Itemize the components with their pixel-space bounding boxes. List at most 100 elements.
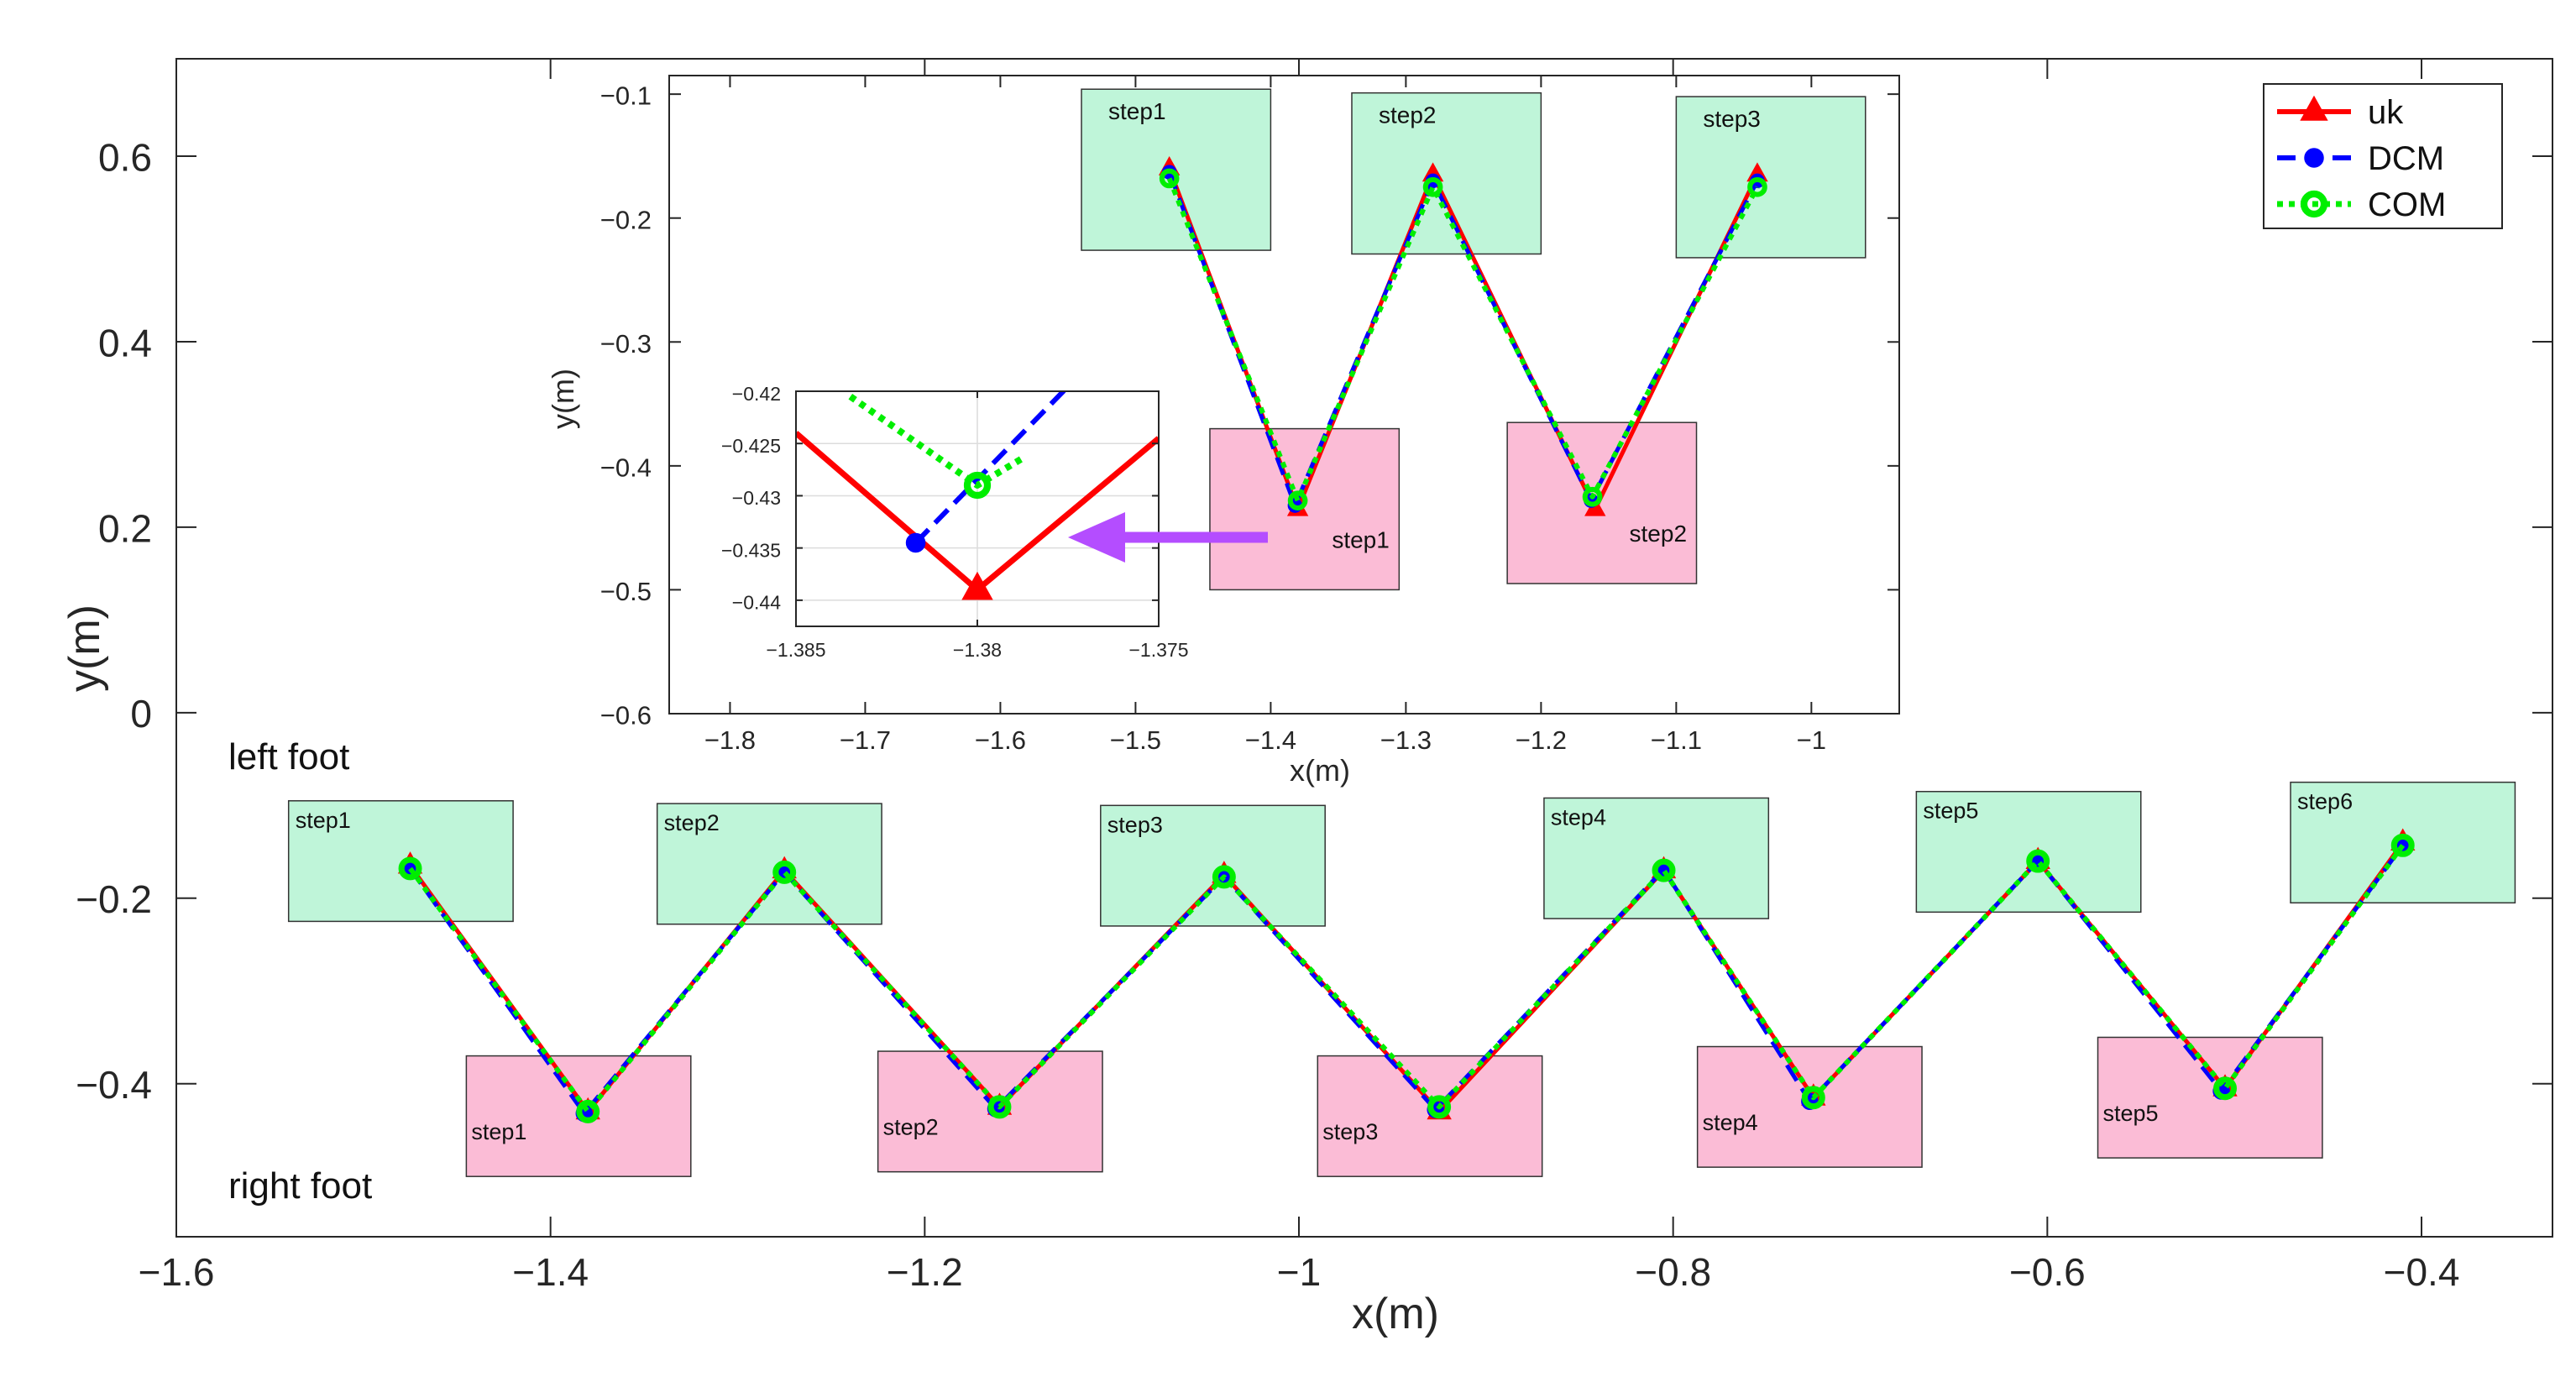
main-ytick-label: 0 [130,692,152,735]
inset-xtick-label: −1.4 [1245,725,1296,755]
main-footprint-label: step5 [1923,798,1978,824]
zoom-ytick-label: −0.43 [732,487,781,509]
zoom-uk-uk-marker [961,571,993,600]
main-footprint-left-step1 [287,800,514,923]
inset-xtick-label: −1.1 [1651,725,1702,755]
main-footprint-label: step2 [664,810,720,835]
inset-axes-box [668,75,1900,715]
inset-xtick-label: −1.6 [975,725,1026,755]
main-footprint-label: step5 [2103,1101,2159,1126]
main-p5-com-marker [1427,1095,1452,1119]
inset-p3-com-marker [1582,486,1603,507]
zoom-xtick-label: −1.375 [1129,639,1189,661]
inset-ytick-label: −0.6 [600,701,652,730]
inset-xtick-label: −1.2 [1516,725,1567,755]
inset-y-axis-label: y(m) [546,369,580,429]
zoom-ytick-label: −0.44 [732,592,781,614]
inset-p0-com-marker [1159,168,1180,189]
inset-footprint-label: step2 [1379,102,1437,128]
inset-ytick-label: −0.4 [600,453,652,482]
zoom-ytick-label: −0.42 [732,383,781,405]
main-footprint-label: step1 [471,1119,526,1144]
legend-dcm-dcm-marker [2304,148,2324,168]
zoom-com-com-marker [963,471,992,500]
main-footprint-right-step5 [2097,1036,2323,1159]
inset-footprint-label: step3 [1703,106,1761,132]
zoom-arrow [1068,512,1268,563]
main-x-axis-label: x(m) [1352,1290,1439,1338]
right-foot-label: right foot [228,1165,372,1207]
zoom-plot: −1.385 −1.38 −1.375 −0.44 −0.435 −0.43 −0.425 −… [721,383,1189,661]
main-footprint-label: step2 [883,1115,939,1140]
inset-footprint-right-step2 [1506,421,1698,584]
main-ytick-label: −0.2 [76,877,152,921]
main-p1-com-marker [576,1099,600,1123]
inset-ytick-label: −0.1 [600,81,652,111]
inset-p4-com-marker [1747,176,1767,197]
main-footprint-left-step3 [1100,804,1326,927]
main-ytick-label: 0.6 [98,135,152,179]
inset-ytick-label: −0.3 [600,329,652,359]
main-p4-com-marker [1212,865,1236,889]
inset-footprint-left-step3 [1675,96,1867,259]
inset-xtick-label: −1 [1797,725,1826,755]
main-footprint-label: step4 [1551,804,1606,830]
legend: uk DCM COM [2263,83,2503,229]
inset-x-axis-label: x(m) [1290,753,1350,788]
main-p3-com-marker [987,1095,1012,1119]
main-ytick-label: 0.2 [98,506,152,550]
zoom-series-com [848,393,1027,489]
main-xtick-label: −0.6 [2009,1250,2086,1294]
inset-xtick-label: −1.7 [840,725,891,755]
main-p10-com-marker [2390,833,2415,857]
main-xtick-label: −0.4 [2384,1250,2460,1294]
main-series-com [408,844,2406,1114]
main-p6-com-marker [1652,858,1676,882]
zoom-dcm-dcm-marker [905,532,926,553]
inset-xtick-label: −1.3 [1380,725,1432,755]
main-footprint-left-step4 [1543,797,1770,919]
inset-ytick-label: −0.5 [600,577,652,606]
main-footprint-label: step4 [1703,1110,1758,1135]
legend-com-com-marker [2300,190,2328,218]
zoom-axes-box [795,390,1160,627]
main-xtick-label: −1.6 [139,1250,215,1294]
inset-footprint-left-step2 [1351,92,1542,255]
left-foot-label: left foot [228,736,349,777]
main-p7-com-marker [1801,1086,1825,1110]
inset-p1-com-marker [1287,490,1308,510]
inset-plot: step1 step2 step3 step1 step2 −1.8 −1.7 −1.6 −1.… [546,75,1900,788]
main-footprint-label: step1 [296,808,351,833]
main-footprint-label: step6 [2297,789,2353,814]
inset-xtick-label: −1.5 [1110,725,1161,755]
main-p9-com-marker [2213,1076,2238,1101]
main-p8-com-marker [2026,849,2050,873]
main-xtick-label: −0.8 [1635,1250,1711,1294]
main-xtick-label: −1.2 [887,1250,963,1294]
main-y-axis-label: y(m) [60,605,109,692]
main-ytick-label: −0.4 [76,1063,152,1107]
inset-footprint-label: step1 [1108,98,1166,124]
main-footprint-left-step2 [656,803,882,925]
zoom-xtick-label: −1.385 [767,639,826,661]
main-footprint-label: step3 [1107,812,1163,837]
inset-xtick-label: −1.8 [704,725,756,755]
zoom-ytick-label: −0.425 [721,435,781,457]
main-xtick-label: −1.4 [512,1250,589,1294]
zoom-series-dcm [914,391,1066,545]
zoom-ytick-label: −0.435 [721,539,781,561]
legend-label-com: COM [2368,186,2446,223]
main-footprint-label: step3 [1322,1119,1378,1144]
zoom-arrow-head [1068,512,1125,563]
main-xtick-label: −1 [1277,1250,1321,1294]
inset-ytick-label: −0.2 [600,205,652,234]
inset-series-com [1166,177,1760,504]
legend-label-dcm: DCM [2368,140,2444,177]
main-axes-box [175,58,2553,1238]
zoom-xtick-label: −1.38 [953,639,1002,661]
inset-p2-com-marker [1422,176,1443,197]
inset-footprint-label: step1 [1332,526,1390,552]
main-p2-com-marker [772,860,797,884]
main-p0-com-marker [398,856,422,881]
